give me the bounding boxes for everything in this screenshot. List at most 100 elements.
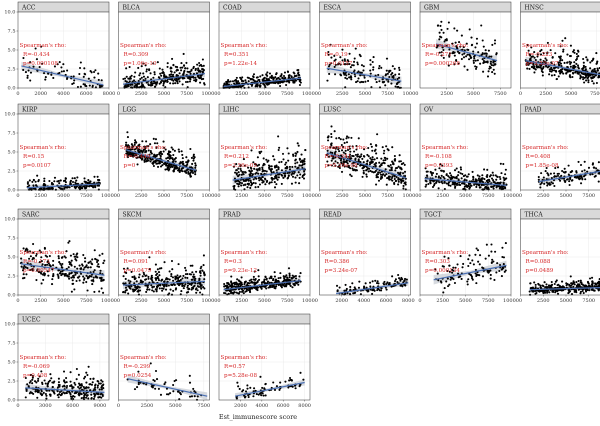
data-point — [543, 281, 546, 284]
data-point — [540, 63, 543, 67]
data-point — [502, 263, 505, 266]
data-point — [330, 125, 333, 128]
data-point — [596, 67, 599, 70]
data-point — [457, 272, 460, 275]
data-point — [347, 60, 350, 63]
data-point — [140, 65, 143, 68]
data-point — [383, 280, 386, 283]
data-point — [444, 38, 447, 41]
data-point — [363, 155, 366, 158]
data-point — [460, 177, 463, 180]
data-point — [20, 265, 23, 268]
data-point — [268, 72, 272, 75]
data-point — [73, 177, 76, 180]
data-point — [252, 161, 255, 164]
data-point — [227, 292, 230, 295]
data-point — [561, 280, 564, 283]
x-tick-label: 7500 — [180, 298, 193, 304]
data-point — [29, 268, 32, 272]
data-point — [236, 175, 240, 178]
data-point — [345, 155, 348, 158]
data-point — [181, 277, 184, 280]
x-tick-label: 8000 — [103, 91, 116, 97]
data-point — [476, 249, 480, 252]
data-point — [99, 269, 102, 272]
data-point — [455, 183, 459, 187]
data-point — [583, 160, 586, 163]
data-point — [285, 274, 288, 277]
data-point — [398, 160, 401, 163]
data-point — [97, 188, 100, 191]
data-point — [438, 38, 441, 41]
data-point — [327, 136, 330, 139]
data-point — [295, 74, 298, 77]
data-point — [593, 289, 596, 292]
data-point — [65, 250, 68, 253]
x-tick-label: 0 — [217, 91, 220, 97]
data-point — [388, 70, 391, 73]
data-point — [548, 291, 551, 294]
data-point — [487, 254, 490, 257]
data-point — [533, 65, 536, 68]
data-point — [238, 290, 241, 293]
data-point — [170, 283, 174, 286]
data-point — [332, 162, 335, 165]
data-point — [46, 261, 49, 264]
data-point — [125, 288, 128, 292]
x-tick-label: 2500 — [135, 91, 148, 97]
spearman-title: Spearman's rho: — [120, 43, 167, 49]
data-point — [334, 164, 337, 167]
data-point — [163, 80, 166, 83]
data-point — [168, 270, 171, 273]
x-tick-label: 7500 — [482, 193, 495, 199]
x-tick-label: 7500 — [180, 193, 193, 199]
data-point — [164, 86, 167, 89]
data-point — [159, 150, 162, 153]
data-point — [161, 153, 164, 156]
data-point — [467, 264, 470, 268]
data-point — [273, 285, 276, 288]
data-point — [180, 69, 183, 72]
data-point — [74, 258, 77, 261]
data-point — [334, 150, 337, 153]
data-point — [166, 156, 169, 159]
data-point — [176, 82, 179, 85]
data-point — [182, 274, 185, 277]
data-point — [131, 288, 134, 291]
data-point — [435, 46, 438, 49]
data-point — [39, 251, 42, 254]
data-point — [582, 284, 585, 287]
data-point — [203, 278, 206, 281]
data-point — [574, 175, 577, 178]
data-point — [130, 143, 133, 146]
data-point — [292, 81, 295, 84]
data-point — [145, 278, 148, 281]
data-point — [562, 48, 565, 51]
data-point — [391, 160, 394, 163]
data-point — [93, 175, 96, 178]
data-point — [580, 281, 583, 284]
data-point — [154, 161, 157, 164]
data-point — [489, 66, 492, 69]
data-point — [549, 49, 552, 52]
x-tick-label: 2500 — [135, 298, 148, 304]
data-point — [262, 169, 265, 172]
data-point — [429, 182, 432, 185]
data-point — [391, 65, 394, 68]
data-point — [196, 289, 199, 292]
data-point — [91, 263, 94, 266]
data-point — [248, 288, 252, 291]
data-point — [58, 61, 61, 64]
panel-title: SKCM — [123, 211, 142, 218]
data-point — [447, 285, 450, 288]
data-point — [591, 69, 594, 72]
data-point — [161, 161, 164, 164]
data-point — [587, 166, 591, 169]
data-point — [142, 62, 145, 65]
data-point — [133, 143, 136, 146]
data-point — [580, 283, 583, 286]
data-point — [137, 293, 140, 296]
data-point — [483, 52, 486, 55]
